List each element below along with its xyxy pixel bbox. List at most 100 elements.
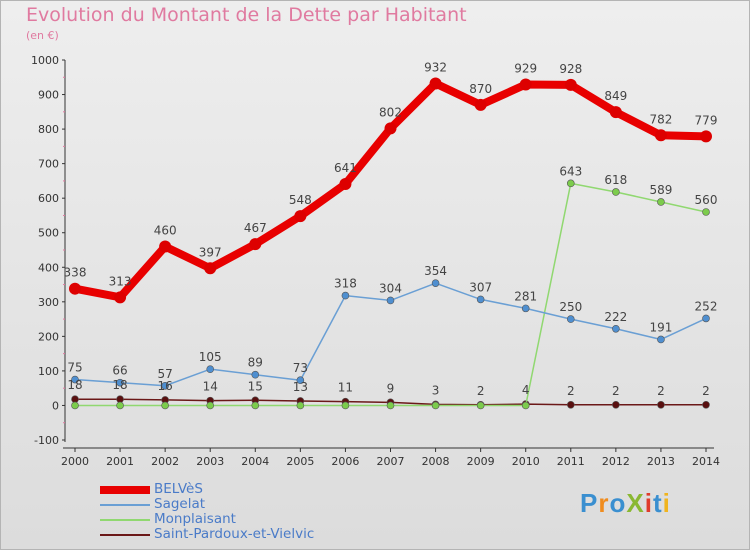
data-point <box>69 282 81 295</box>
x-tick-label: 2014 <box>692 455 720 468</box>
data-point <box>431 401 440 410</box>
data-label: 252 <box>695 299 718 313</box>
data-point <box>564 78 577 91</box>
x-tick-label: 2005 <box>286 455 314 468</box>
x-tick-label: 2008 <box>422 455 450 468</box>
data-point <box>206 365 215 373</box>
data-point <box>612 188 620 196</box>
data-label: 318 <box>334 277 357 291</box>
data-point <box>702 208 710 216</box>
x-tick-label: 2010 <box>512 455 540 468</box>
data-label: 589 <box>649 183 672 197</box>
data-point <box>612 324 620 333</box>
data-point <box>116 378 124 387</box>
data-point <box>657 198 665 206</box>
data-label: 338 <box>64 266 87 280</box>
x-tick-label: 2012 <box>602 455 630 468</box>
data-label: 73 <box>293 361 308 375</box>
y-tick-label: 700 <box>38 158 59 171</box>
data-label: 281 <box>514 289 537 303</box>
legend-swatch-belves <box>100 486 150 494</box>
data-point <box>521 401 530 410</box>
y-tick-label: 1000 <box>31 54 59 67</box>
data-point <box>657 400 665 409</box>
data-point <box>476 295 485 304</box>
data-point <box>476 401 485 410</box>
data-point <box>341 291 350 300</box>
data-point <box>474 98 487 111</box>
data-label: 870 <box>469 82 492 96</box>
x-tick-label: 2013 <box>647 455 675 468</box>
data-point <box>702 314 710 323</box>
data-label: 2 <box>702 384 710 398</box>
logo-letter: r <box>598 488 610 518</box>
x-tick-label: 2000 <box>61 455 89 468</box>
data-point <box>386 401 395 410</box>
data-label: 779 <box>695 113 718 127</box>
data-label: 250 <box>559 300 582 314</box>
data-point <box>521 304 530 313</box>
data-label: 928 <box>559 62 582 76</box>
data-label: 18 <box>112 378 127 392</box>
data-label: 932 <box>424 60 447 74</box>
data-point <box>566 315 575 323</box>
y-tick-label: 0 <box>52 399 59 412</box>
data-point <box>161 381 169 390</box>
data-label: 304 <box>379 281 402 295</box>
legend-label-sagelat: Sagelat <box>154 496 206 512</box>
x-tick-label: 2002 <box>151 455 179 468</box>
data-point <box>341 401 350 410</box>
x-tick-label: 2003 <box>196 455 224 468</box>
data-point <box>700 130 712 143</box>
proxiti-logo: ProXiti <box>580 488 671 519</box>
data-point <box>116 401 124 410</box>
data-point <box>566 400 575 409</box>
data-label: 2 <box>567 384 575 398</box>
chart-title: Evolution du Montant de la Dette par Hab… <box>26 4 467 26</box>
legend-label-belves: BELVèS <box>154 481 203 497</box>
data-point <box>161 401 169 410</box>
data-label: 4 <box>522 383 530 397</box>
logo-letter: o <box>609 488 627 518</box>
data-label: 618 <box>604 173 627 187</box>
data-point <box>159 240 172 253</box>
data-point <box>114 291 127 304</box>
data-label: 460 <box>154 224 177 238</box>
data-point <box>71 375 79 384</box>
y-tick-label: -100 <box>34 434 59 447</box>
x-tick-label: 2006 <box>331 455 359 468</box>
data-label: 354 <box>424 264 447 278</box>
data-point <box>249 238 262 251</box>
data-point <box>654 129 667 142</box>
data-point <box>657 335 665 344</box>
data-label: 13 <box>293 380 308 394</box>
data-label: 9 <box>387 381 395 395</box>
data-label: 2 <box>657 384 665 398</box>
data-point <box>702 400 710 409</box>
y-tick-label: 500 <box>38 227 59 240</box>
data-point <box>296 376 305 385</box>
x-tick-label: 2004 <box>241 455 269 468</box>
y-tick-label: 600 <box>38 192 59 205</box>
legend-label-monplaisant: Monplaisant <box>154 511 236 527</box>
data-label: 641 <box>334 161 357 175</box>
x-tick-label: 2011 <box>557 455 585 468</box>
data-point <box>519 78 532 91</box>
legend-swatch-monplaisant <box>100 519 150 521</box>
legend-swatch-saint-pardoux <box>100 534 150 536</box>
x-tick-label: 2001 <box>106 455 134 468</box>
logo-letter: P <box>580 488 599 518</box>
data-point <box>429 77 442 90</box>
data-label: 191 <box>649 320 672 334</box>
data-point <box>206 401 215 410</box>
x-tick-label: 2007 <box>377 455 405 468</box>
data-label: 548 <box>289 193 312 207</box>
data-point <box>431 279 440 287</box>
data-point <box>384 122 397 135</box>
logo-letter: X <box>626 488 645 518</box>
data-label: 397 <box>199 245 222 259</box>
data-label: 11 <box>338 381 353 395</box>
data-label: 15 <box>248 379 263 393</box>
data-point <box>612 400 620 409</box>
